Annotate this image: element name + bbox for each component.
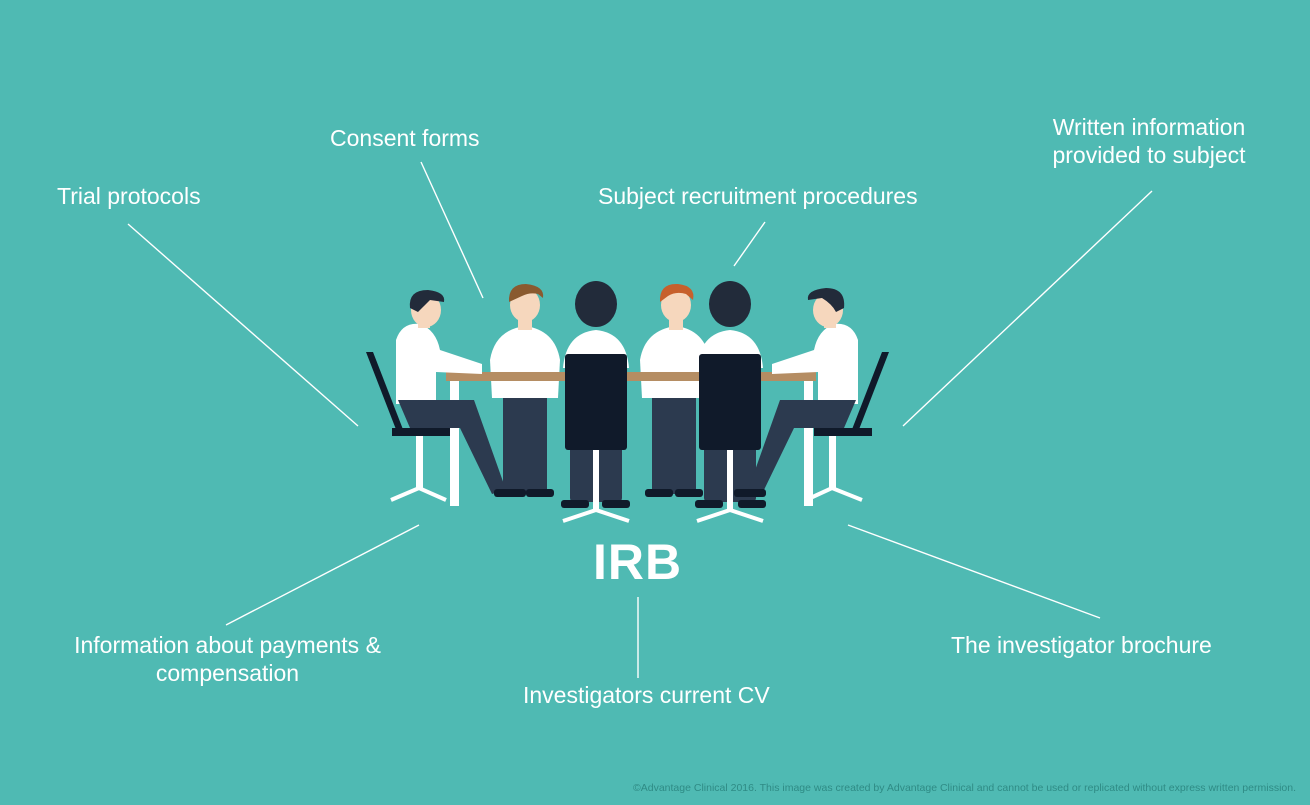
connector-trial-protocols [127,223,359,427]
irb-title: IRB [592,534,683,590]
label-written-information: Written information provided to subject [1035,113,1263,169]
connector-written-information [902,190,1153,427]
label-line: Subject recruitment procedures [598,183,918,209]
chair-back-near-right [699,354,761,450]
connector-consent-forms [420,161,484,299]
label-line: The investigator brochure [951,632,1212,658]
label-line: Information about payments & [74,632,381,658]
label-trial-protocols: Trial protocols [57,182,201,210]
meeting-table-scene [366,281,889,523]
table-top [446,372,816,381]
chair-left [366,352,450,502]
label-payments-compensation: Information about payments & compensatio… [55,631,400,687]
label-line: Investigators current CV [523,682,770,708]
label-line: Written information [1052,114,1246,140]
copyright-notice: ©Advantage Clinical 2016. This image was… [633,782,1296,794]
connector-investigator-brochure [847,524,1101,619]
label-investigators-cv: Investigators current CV [523,681,770,709]
person-near-left [561,281,630,523]
table-leg-left [450,378,459,506]
connector-payments-compensation [225,524,420,626]
label-line: Trial protocols [57,183,201,209]
label-subject-recruitment: Subject recruitment procedures [598,182,918,210]
chair-back-near-left [565,354,627,450]
person-side-left [396,290,526,497]
label-line: provided to subject [1052,142,1246,168]
label-line: compensation [155,660,300,686]
connector-subject-recruitment [733,221,766,267]
label-line: Consent forms [330,125,480,151]
label-consent-forms: Consent forms [330,124,480,152]
person-side-right [734,288,858,497]
connector-lines [127,161,1153,678]
chair-right [805,352,889,502]
table-leg-right [804,378,813,506]
person-near-right [695,281,766,523]
label-investigator-brochure: The investigator brochure [951,631,1212,659]
